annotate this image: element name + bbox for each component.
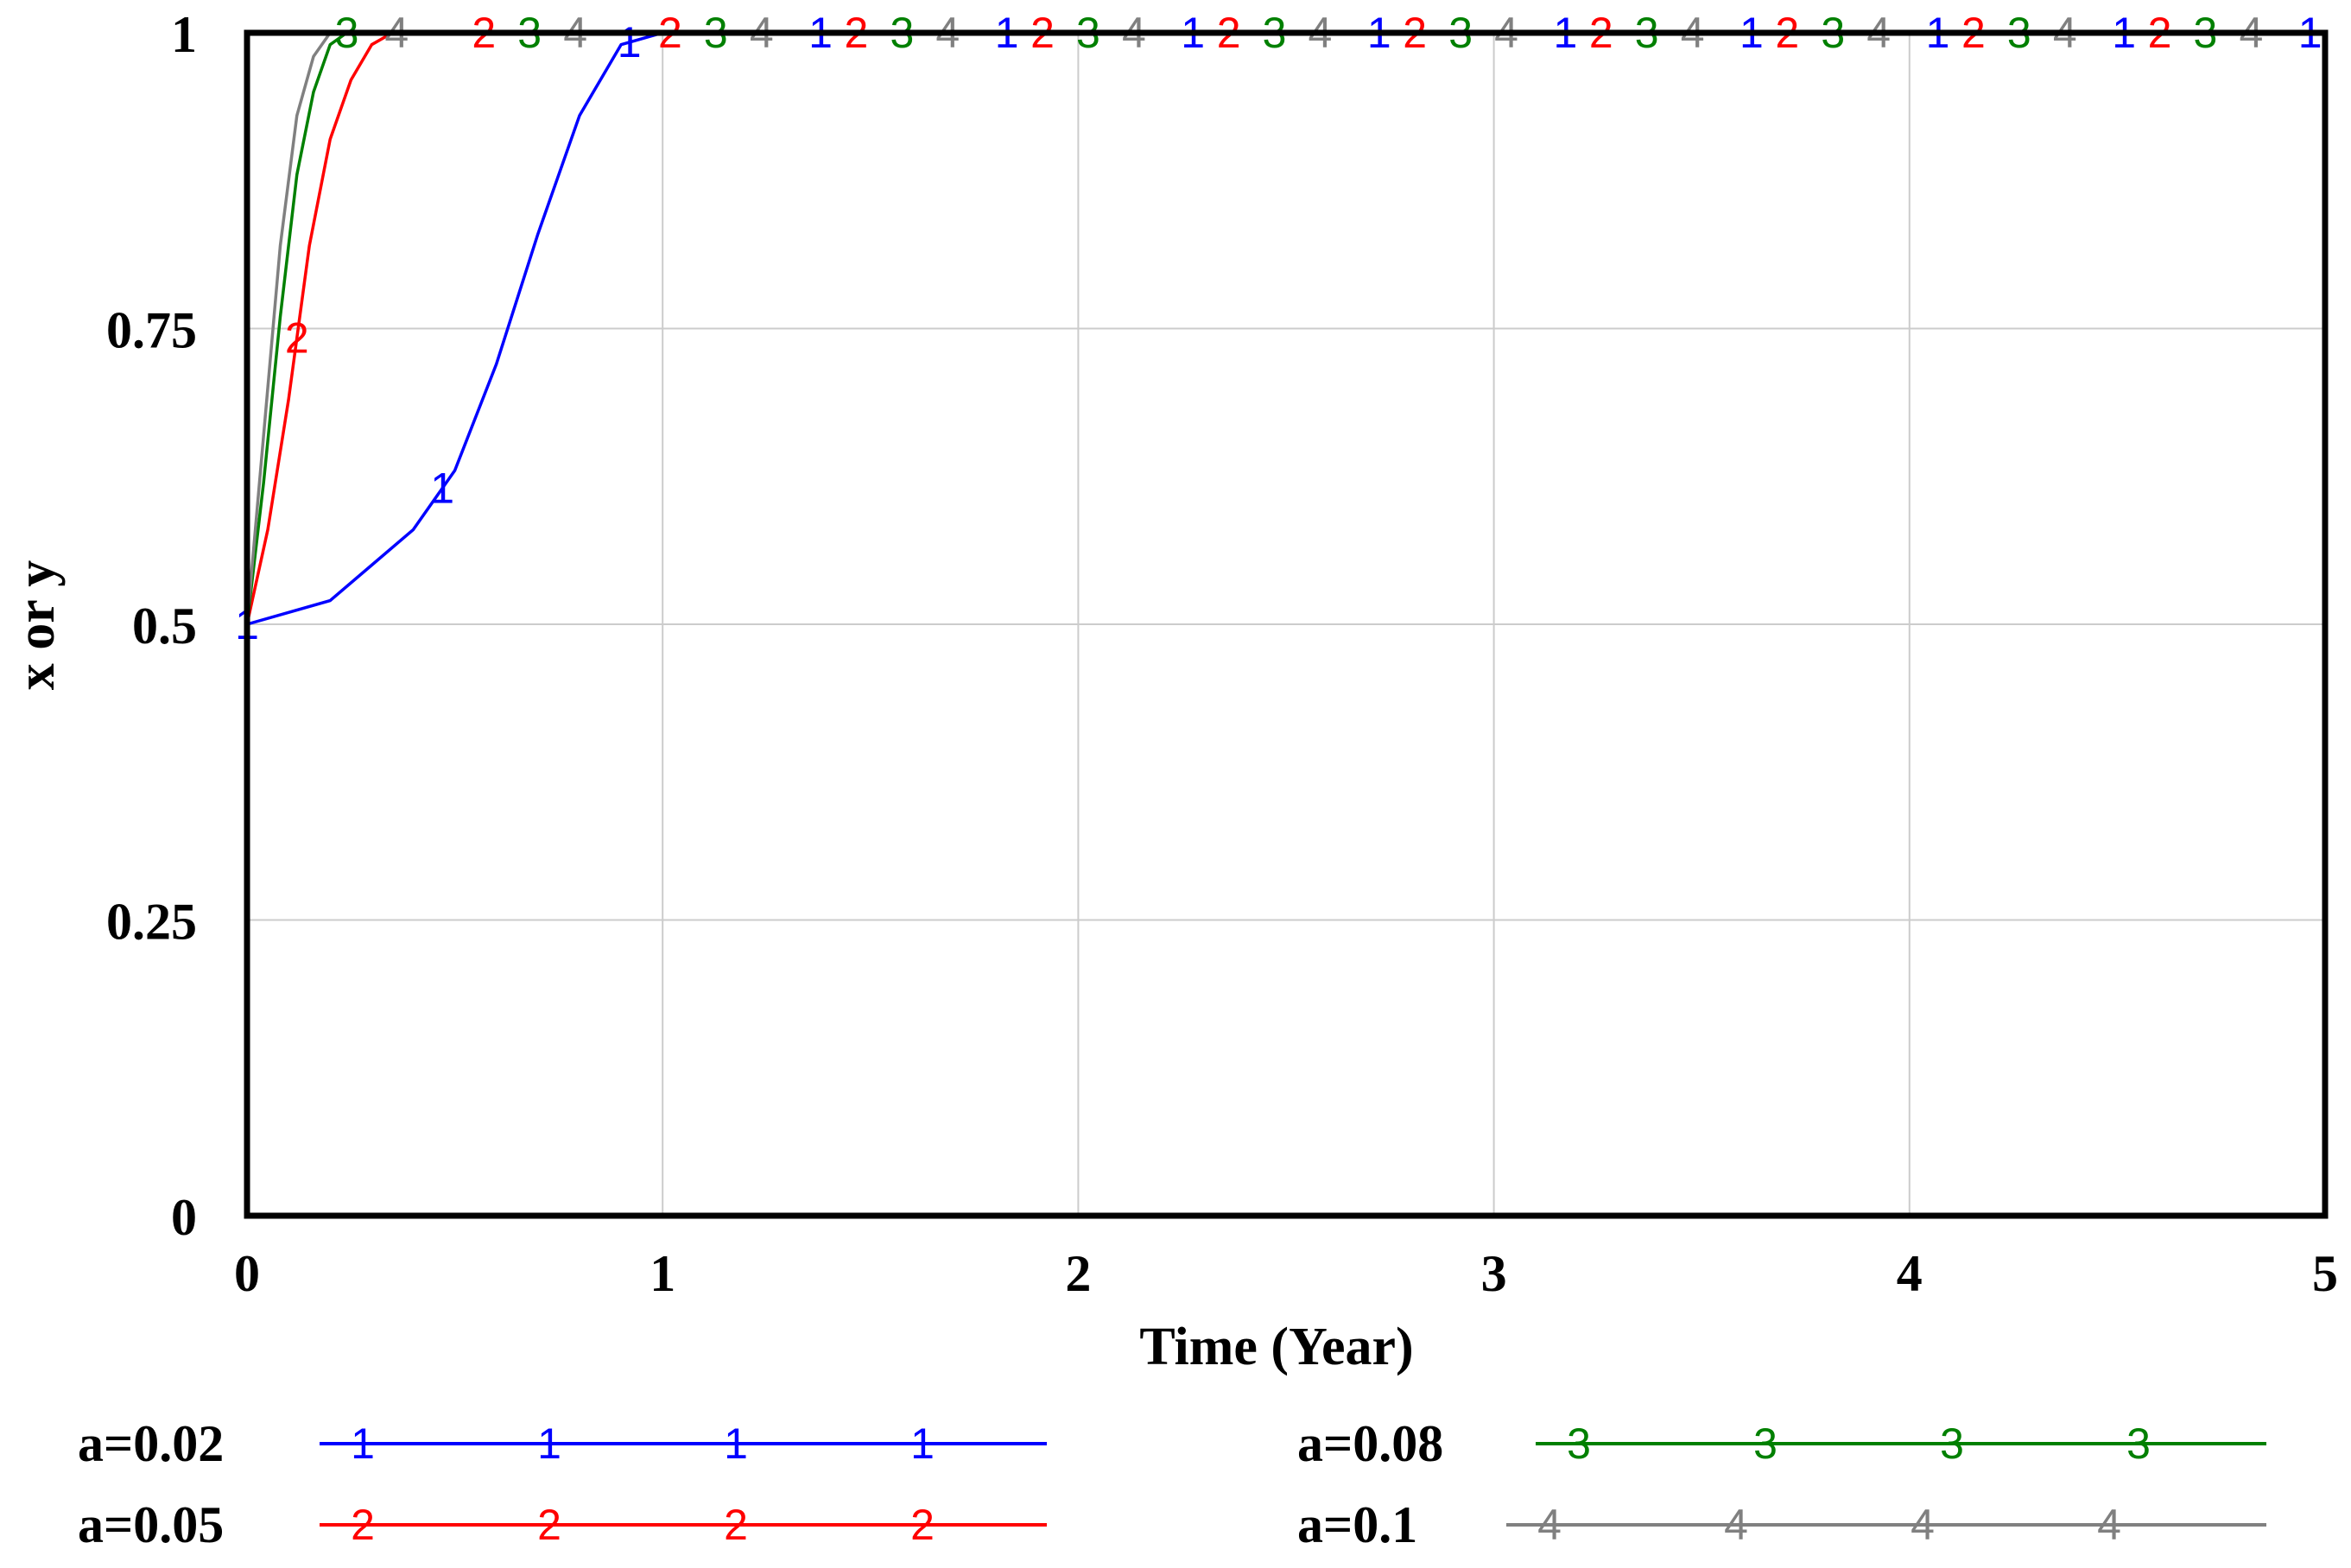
y-tick-label: 0.75	[106, 302, 197, 359]
legend-label: a=0.1	[1297, 1496, 1417, 1553]
x-tick-label: 2	[1065, 1245, 1091, 1302]
legend-marker: 4	[1911, 1501, 1935, 1549]
y-axis-title: x or y	[7, 560, 66, 690]
legend: a=0.02 1 1 1 1 a=0.08 3 3 3 3 a=0.05 2 2 2 2 a=0.1 4 4 4 4	[78, 1415, 2266, 1553]
grid	[246, 32, 2326, 1217]
y-tick-label: 0.5	[132, 597, 197, 654]
legend-marker: 4	[1537, 1501, 1562, 1549]
series-marker-1: 1	[430, 464, 454, 512]
series-marker-2: 2	[285, 313, 309, 362]
y-tick-label: 0	[171, 1189, 197, 1246]
y-tick-label: 0.25	[106, 894, 197, 951]
legend-marker: 2	[910, 1501, 935, 1549]
legend-marker: 1	[724, 1419, 748, 1468]
legend-marker: 2	[351, 1501, 375, 1549]
x-tick-label: 0	[234, 1245, 260, 1302]
legend-marker: 1	[351, 1419, 375, 1468]
legend-label: a=0.08	[1297, 1415, 1443, 1472]
legend-item-3: a=0.08 3 3 3 3	[1297, 1415, 2266, 1472]
legend-marker: 1	[910, 1419, 935, 1468]
legend-marker: 4	[2097, 1501, 2121, 1549]
y-tick-label: 1	[171, 6, 197, 63]
x-axis-title: Time (Year)	[1139, 1318, 1413, 1376]
legend-label: a=0.05	[78, 1496, 224, 1553]
legend-marker: 1	[537, 1419, 561, 1468]
plot-frame	[244, 29, 2329, 1219]
x-tick-labels: 0 1 2 3 4 5	[234, 1245, 2338, 1302]
legend-marker: 2	[537, 1501, 561, 1549]
legend-marker: 3	[1567, 1419, 1591, 1468]
legend-marker: 3	[2126, 1419, 2151, 1468]
legend-marker: 2	[724, 1501, 748, 1549]
legend-label: a=0.02	[78, 1415, 224, 1472]
x-tick-label: 4	[1897, 1245, 1923, 1302]
legend-item-2: a=0.05 2 2 2 2	[78, 1496, 1047, 1553]
legend-marker: 3	[1940, 1419, 1964, 1468]
x-tick-label: 3	[1481, 1245, 1507, 1302]
x-tick-label: 5	[2312, 1245, 2338, 1302]
legend-item-4: a=0.1 4 4 4 4	[1297, 1496, 2266, 1553]
legend-item-1: a=0.02 1 1 1 1	[78, 1415, 1047, 1472]
series-marker-1: 1	[618, 18, 642, 66]
legend-marker: 4	[1724, 1501, 1748, 1549]
legend-marker: 3	[1753, 1419, 1778, 1468]
y-tick-labels: 0 0.25 0.5 0.75 1	[106, 6, 197, 1246]
x-tick-label: 1	[650, 1245, 675, 1302]
